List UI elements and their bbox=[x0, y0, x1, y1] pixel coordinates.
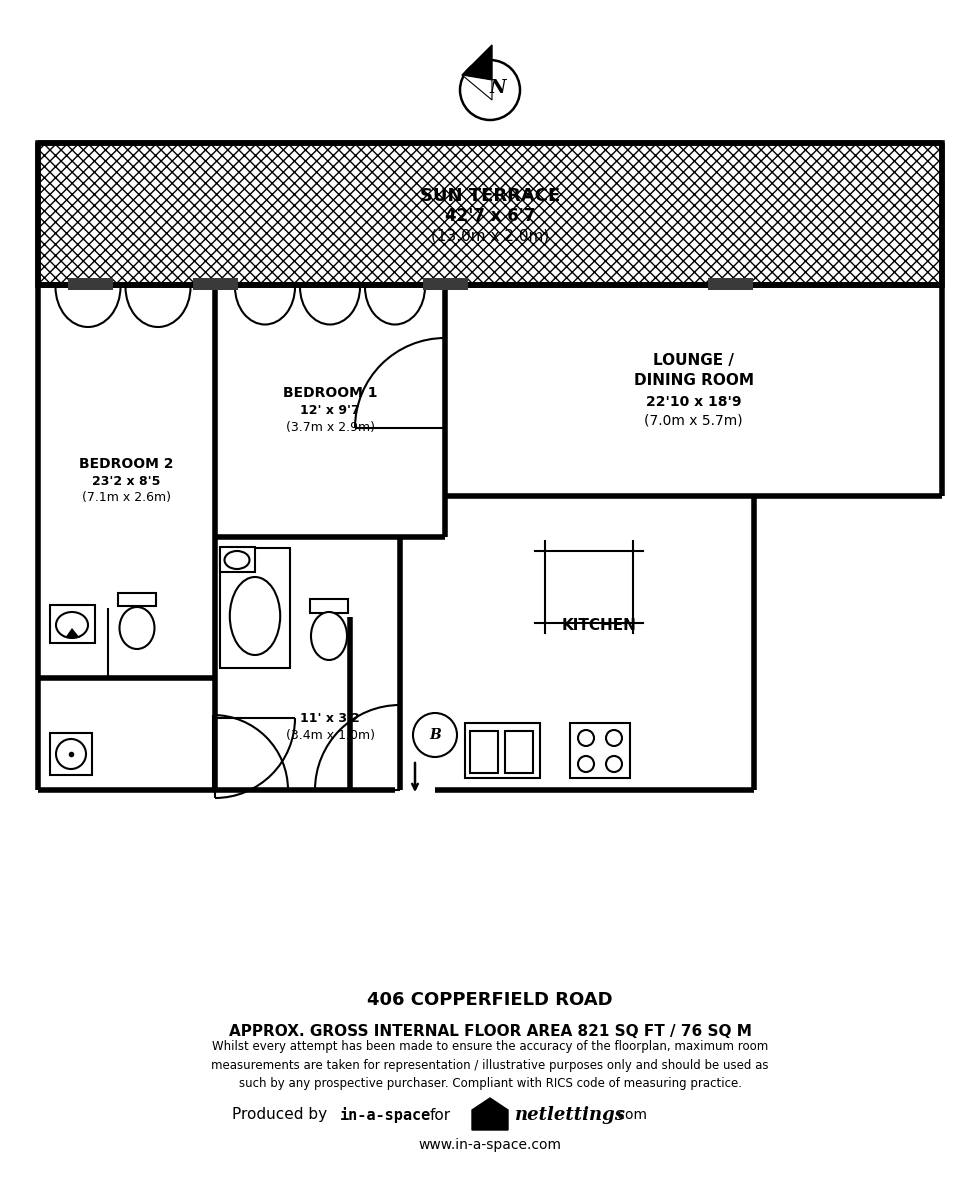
Polygon shape bbox=[38, 285, 942, 789]
Bar bbox=[423, 278, 468, 290]
Text: 406 COPPERFIELD ROAD: 406 COPPERFIELD ROAD bbox=[368, 991, 612, 1009]
Bar bbox=[193, 278, 238, 290]
Text: www.in-a-space.com: www.in-a-space.com bbox=[418, 1138, 562, 1152]
Text: DINING ROOM: DINING ROOM bbox=[633, 373, 754, 388]
Text: 22'10 x 18'9: 22'10 x 18'9 bbox=[646, 395, 741, 410]
Bar bbox=[50, 605, 95, 643]
Text: Produced by: Produced by bbox=[232, 1107, 327, 1123]
Text: KITCHEN: KITCHEN bbox=[563, 617, 637, 633]
Ellipse shape bbox=[224, 551, 250, 569]
Polygon shape bbox=[65, 628, 80, 639]
Bar bbox=[38, 143, 942, 285]
Text: BEDROOM 2: BEDROOM 2 bbox=[79, 456, 173, 471]
Text: N: N bbox=[490, 79, 507, 97]
Text: SUN TERRACE: SUN TERRACE bbox=[419, 187, 561, 205]
Bar bbox=[220, 547, 290, 668]
Text: LOUNGE /: LOUNGE / bbox=[653, 353, 734, 368]
Circle shape bbox=[460, 60, 520, 120]
Bar bbox=[38, 143, 942, 285]
Bar bbox=[118, 593, 156, 606]
Text: (7.0m x 5.7m): (7.0m x 5.7m) bbox=[644, 413, 743, 428]
Text: Whilst every attempt has been made to ensure the accuracy of the floorplan, maxi: Whilst every attempt has been made to en… bbox=[212, 1040, 768, 1090]
Text: .com: .com bbox=[613, 1108, 647, 1123]
Text: 42'7 x 6'7: 42'7 x 6'7 bbox=[445, 207, 535, 225]
Bar bbox=[220, 547, 255, 571]
Bar bbox=[708, 278, 753, 290]
Text: in-a-space: in-a-space bbox=[339, 1107, 430, 1123]
Ellipse shape bbox=[56, 612, 88, 639]
Text: (7.1m x 2.6m): (7.1m x 2.6m) bbox=[82, 491, 171, 504]
Ellipse shape bbox=[311, 612, 347, 660]
Text: BEDROOM 1: BEDROOM 1 bbox=[283, 386, 377, 400]
Text: APPROX. GROSS INTERNAL FLOOR AREA 821 SQ FT / 76 SQ M: APPROX. GROSS INTERNAL FLOOR AREA 821 SQ… bbox=[228, 1024, 752, 1040]
Bar bbox=[465, 724, 540, 778]
Text: netlettings: netlettings bbox=[514, 1106, 625, 1124]
Polygon shape bbox=[462, 46, 492, 80]
Bar bbox=[310, 599, 348, 613]
Text: (3.4m x 1.0m): (3.4m x 1.0m) bbox=[285, 730, 374, 743]
Bar bbox=[50, 733, 92, 775]
Bar bbox=[68, 278, 113, 290]
Text: B: B bbox=[429, 728, 441, 742]
Text: 23'2 x 8'5: 23'2 x 8'5 bbox=[92, 474, 161, 488]
Bar bbox=[470, 731, 498, 773]
Text: (13.0m x 2.0m): (13.0m x 2.0m) bbox=[431, 229, 549, 243]
Bar bbox=[570, 724, 630, 778]
Ellipse shape bbox=[120, 607, 155, 649]
Ellipse shape bbox=[229, 577, 280, 655]
Text: (3.7m x 2.9m): (3.7m x 2.9m) bbox=[285, 420, 374, 434]
Circle shape bbox=[413, 713, 457, 757]
Polygon shape bbox=[462, 75, 492, 99]
Text: 11' x 3'2: 11' x 3'2 bbox=[300, 712, 360, 725]
Text: for: for bbox=[429, 1107, 451, 1123]
Polygon shape bbox=[472, 1099, 508, 1130]
Bar bbox=[545, 551, 633, 623]
Bar bbox=[505, 731, 533, 773]
Text: 12' x 9'7: 12' x 9'7 bbox=[300, 405, 360, 417]
